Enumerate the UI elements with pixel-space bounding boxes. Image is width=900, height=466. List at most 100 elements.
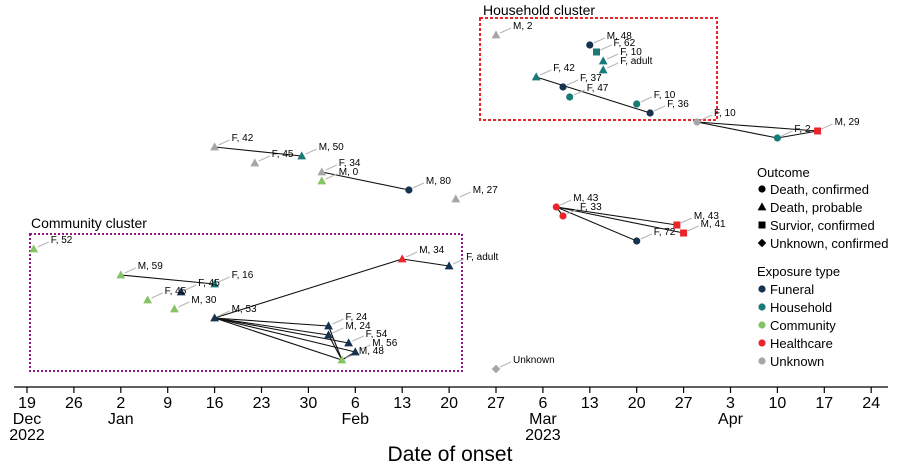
x-tick-label: 23: [253, 395, 271, 412]
legend-exposure-label: Household: [770, 300, 832, 315]
x-tick-label: 27: [675, 395, 693, 412]
case-marker: [693, 118, 701, 126]
case-marker: [451, 194, 461, 203]
case-marker: [673, 221, 681, 229]
case-marker: [491, 364, 501, 374]
case-marker: [552, 203, 560, 211]
case-label: M, 48: [607, 31, 632, 42]
case-label: M, 27: [473, 185, 498, 196]
case-label: F, 52: [51, 235, 73, 246]
case-marker: [633, 237, 641, 245]
case-label: M, 29: [835, 117, 860, 128]
label-leader-line: [593, 37, 606, 44]
x-axis-ticks: 19 26 2 9 16 23 30 6 13 20 27 6 13 20 27 3 10 17 24 Dec Jan F…: [9, 387, 880, 444]
case-label: M, 30: [191, 295, 216, 306]
case-marker: [559, 83, 567, 91]
label-leader-line: [640, 233, 652, 240]
label-leader-line: [573, 89, 585, 96]
x-month-label: Feb: [342, 411, 370, 428]
x-month-label: Jan: [108, 411, 134, 428]
x-axis-title: Date of onset: [388, 443, 513, 466]
label-leader-line: [606, 62, 619, 69]
x-tick-label: 20: [440, 395, 458, 412]
transmission-link: [321, 171, 410, 191]
case-marker: [397, 254, 407, 263]
transmission-link: [214, 146, 302, 157]
x-tick-label: 3: [726, 395, 735, 412]
case-marker: [176, 287, 186, 296]
case-marker: [317, 176, 327, 185]
x-tick-label: 19: [18, 395, 36, 412]
transmission-link: [214, 258, 403, 319]
case-label: M, 43: [694, 211, 719, 222]
transmission-link: [328, 334, 343, 361]
case-label: F, 2: [794, 124, 811, 135]
transmission-link: [556, 206, 677, 226]
case-marker: [773, 134, 782, 142]
transmission-link: [696, 121, 818, 132]
label-leader-line: [405, 251, 418, 258]
case-marker: [350, 347, 360, 356]
legend-exposure-swatch: [758, 303, 766, 311]
label-leader-line: [151, 292, 163, 299]
case-label: F, 45: [198, 278, 220, 289]
legend-exposure-swatch: [758, 321, 766, 329]
case-marker: [250, 158, 260, 167]
transmission-link: [696, 121, 778, 139]
case-label: M, 48: [359, 346, 384, 357]
case-label: F, 10: [654, 90, 676, 101]
label-leader-line: [412, 182, 425, 189]
case-label: M, 2: [513, 21, 533, 32]
case-marker: [210, 313, 219, 322]
x-tick-label: 26: [65, 395, 83, 412]
case-marker: [344, 338, 353, 347]
case-label: M, 80: [426, 176, 451, 187]
x-tick-label: 13: [581, 395, 599, 412]
case-label: F, 45: [165, 286, 187, 297]
case-label: M, 53: [232, 304, 257, 315]
label-leader-line: [653, 105, 666, 112]
label-leader-line: [218, 276, 230, 283]
case-label: F, 37: [580, 73, 602, 84]
community-cluster-title: Community cluster: [31, 215, 147, 231]
label-leader-line: [184, 284, 197, 291]
legend-exposure-label: Community: [770, 318, 836, 333]
label-leader-line: [459, 191, 472, 198]
case-label: F, 16: [232, 270, 254, 281]
case-marker: [633, 100, 641, 108]
case-label: F, 62: [614, 38, 636, 49]
case-label: M, 0: [339, 167, 359, 178]
case-markers: [29, 30, 822, 374]
transmission-link: [536, 76, 651, 114]
legend-outcome-label: Unknown, confirmed: [770, 236, 889, 251]
label-leader-line: [258, 155, 271, 162]
case-label: M, 56: [372, 338, 397, 349]
case-label: M, 59: [138, 261, 163, 272]
case-label: M, 41: [701, 219, 726, 230]
label-leader-line: [325, 164, 338, 171]
case-label: F, 10: [620, 47, 642, 58]
x-tick-label: 30: [300, 395, 318, 412]
case-marker: [116, 270, 126, 279]
case-marker: [324, 330, 333, 339]
case-label: F, 47: [587, 83, 609, 94]
label-leader-line: [566, 79, 579, 86]
transmission-link: [214, 317, 329, 336]
case-marker: [646, 109, 654, 117]
label-leader-line: [640, 96, 652, 103]
case-label: M, 24: [346, 321, 371, 332]
transmission-link: [214, 317, 343, 361]
label-leader-line: [352, 335, 364, 342]
legend-exposure-label: Healthcare: [770, 336, 833, 351]
transmission-link: [120, 274, 215, 285]
label-leader-line: [606, 53, 619, 60]
x-tick-label: 17: [815, 395, 833, 412]
transmission-link: [556, 206, 684, 234]
legend-exposure-swatch: [758, 339, 766, 347]
case-label: M, 43: [573, 193, 598, 204]
label-leader-line: [178, 301, 190, 308]
label-leader-line: [821, 123, 833, 130]
label-leader-line: [452, 258, 465, 265]
case-label: F, 10: [714, 108, 736, 119]
